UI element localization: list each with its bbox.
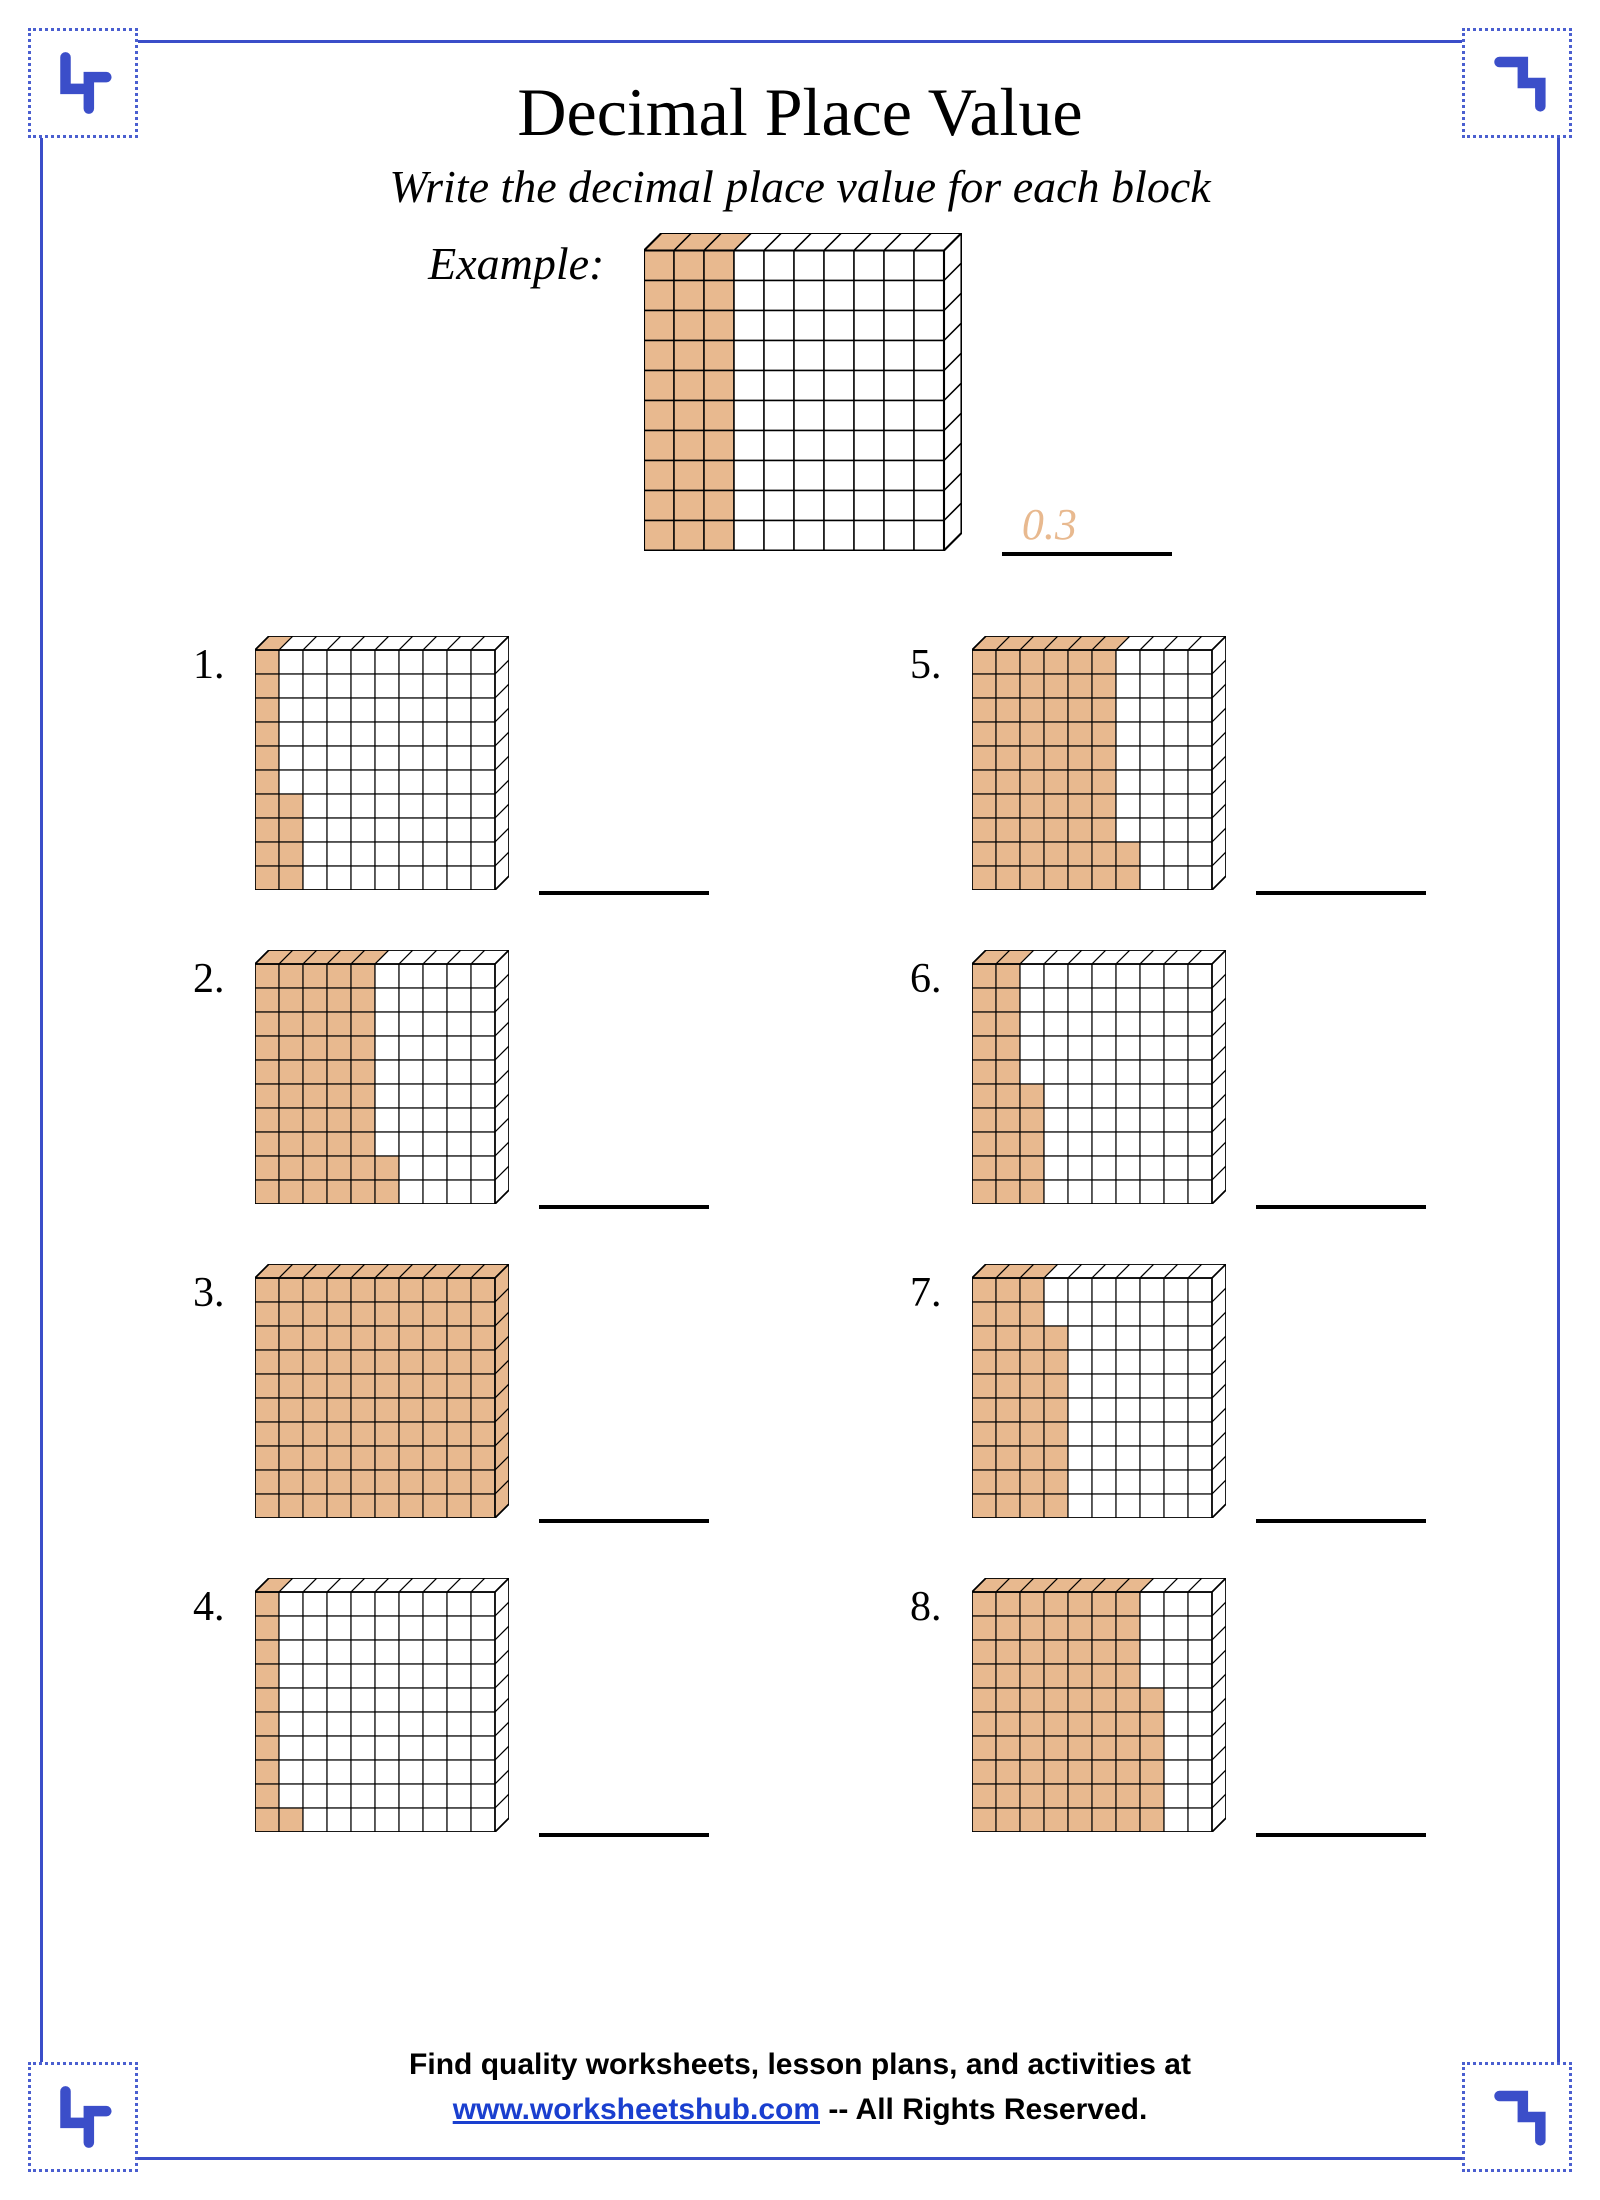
footer-line1: Find quality worksheets, lesson plans, a… <box>409 2048 1191 2081</box>
problem-number: 6. <box>892 950 942 1003</box>
answer-line[interactable] <box>1256 1161 1426 1209</box>
footer-suffix: -- All Rights Reserved. <box>820 2093 1147 2126</box>
example-label: Example: <box>428 233 604 290</box>
problems-col-left: 1. 2. 3. 4. <box>175 636 709 1837</box>
problem-block <box>972 636 1226 895</box>
problem-number: 2. <box>175 950 225 1003</box>
problem-row: 4. <box>175 1578 709 1837</box>
example-block <box>644 233 962 556</box>
answer-line[interactable] <box>1256 1475 1426 1523</box>
problem-number: 4. <box>175 1578 225 1631</box>
problem-number: 7. <box>892 1264 942 1317</box>
problem-number: 3. <box>175 1264 225 1317</box>
worksheet-title: Decimal Place Value <box>43 73 1557 152</box>
example-answer: 0.3 <box>1022 499 1077 550</box>
answer-line[interactable] <box>539 847 709 895</box>
problem-row: 1. <box>175 636 709 895</box>
answer-line[interactable] <box>539 1475 709 1523</box>
problem-number: 5. <box>892 636 942 689</box>
example-row: Example: 0.3 <box>43 233 1557 556</box>
problem-block <box>255 1578 509 1837</box>
footer: Find quality worksheets, lesson plans, a… <box>43 2042 1557 2132</box>
answer-line[interactable] <box>539 1161 709 1209</box>
problem-number: 1. <box>175 636 225 689</box>
problem-row: 8. <box>892 1578 1426 1837</box>
answer-line[interactable] <box>539 1789 709 1837</box>
footer-link[interactable]: www.worksheetshub.com <box>453 2093 820 2126</box>
problem-row: 5. <box>892 636 1426 895</box>
answer-line[interactable] <box>1256 847 1426 895</box>
problem-row: 6. <box>892 950 1426 1209</box>
problem-row: 7. <box>892 1264 1426 1523</box>
problem-row: 3. <box>175 1264 709 1523</box>
problem-block <box>255 950 509 1209</box>
corner-decoration-tr <box>1462 28 1572 138</box>
problem-number: 8. <box>892 1578 942 1631</box>
answer-line[interactable] <box>1256 1789 1426 1837</box>
example-answer-line[interactable]: 0.3 <box>1002 508 1172 556</box>
problem-row: 2. <box>175 950 709 1209</box>
problem-block <box>972 1264 1226 1523</box>
problem-block <box>255 1264 509 1523</box>
worksheet-subtitle: Write the decimal place value for each b… <box>43 160 1557 213</box>
corner-decoration-tl <box>28 28 138 138</box>
problem-block <box>972 950 1226 1209</box>
problem-block <box>255 636 509 895</box>
problem-block <box>972 1578 1226 1837</box>
problems-container: 1. 2. 3. 4. 5. 6. 7. 8. <box>43 636 1557 1837</box>
worksheet-border: Decimal Place Value Write the decimal pl… <box>40 40 1560 2160</box>
problems-col-right: 5. 6. 7. 8. <box>892 636 1426 1837</box>
